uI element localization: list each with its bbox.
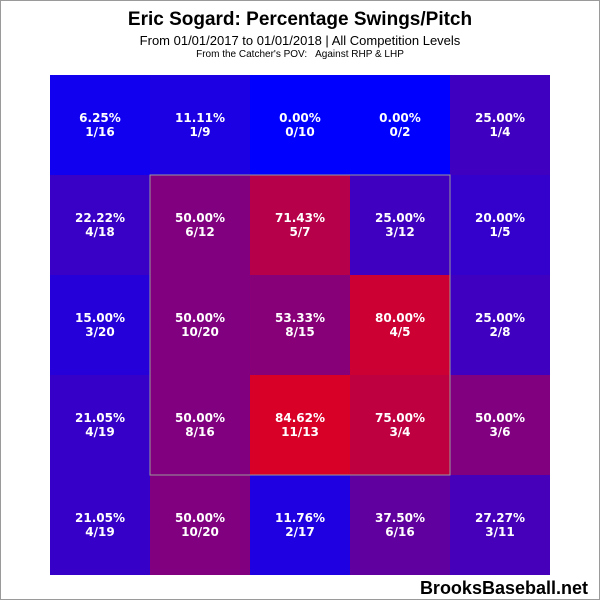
heatmap-cell-r2c4 [350, 175, 450, 275]
cell-ratio-label: 4/19 [85, 525, 114, 539]
cell-ratio-label: 1/9 [189, 125, 210, 139]
cell-percent-label: 84.62% [275, 411, 325, 425]
split-label: Against RHP & LHP [315, 49, 404, 60]
heatmap-cell-r1c4 [350, 75, 450, 175]
cell-ratio-label: 6/16 [385, 525, 414, 539]
cell-percent-label: 27.27% [475, 511, 525, 525]
heatmap-cell-r5c2 [150, 475, 250, 575]
heatmap-cell-r4c1 [50, 375, 150, 475]
cell-ratio-label: 6/12 [185, 225, 214, 239]
cell-percent-label: 25.00% [475, 311, 525, 325]
cell-percent-label: 0.00% [279, 111, 321, 125]
heatmap-cell-r4c3 [250, 375, 350, 475]
heatmap-cell-r5c4 [350, 475, 450, 575]
strike-zone-outline [149, 174, 451, 476]
cell-ratio-label: 1/16 [85, 125, 114, 139]
cell-percent-label: 71.43% [275, 211, 325, 225]
cell-ratio-label: 4/5 [389, 325, 410, 339]
chart-subtitle: From 01/01/2017 to 01/01/2018 | All Comp… [139, 33, 461, 48]
cell-percent-label: 22.22% [75, 211, 125, 225]
cell-ratio-label: 0/2 [389, 125, 410, 139]
cell-ratio-label: 4/18 [85, 225, 114, 239]
pov-line: From the Catcher's POV: Against RHP & LHP [0, 49, 600, 60]
cell-ratio-label: 5/7 [289, 225, 310, 239]
heatmap-cell-r4c2 [150, 375, 250, 475]
chart-title: Eric Sogard: Percentage Swings/Pitch [127, 9, 473, 30]
cell-percent-label: 37.50% [375, 511, 425, 525]
cell-ratio-label: 2/8 [489, 325, 510, 339]
cell-percent-label: 6.25% [79, 111, 121, 125]
heatmap-cell-r1c5 [450, 75, 550, 175]
heatmap-cell-r5c5 [450, 475, 550, 575]
cell-percent-label: 80.00% [375, 311, 425, 325]
watermark: BrooksBaseball.net [419, 578, 588, 598]
cell-percent-label: 25.00% [475, 111, 525, 125]
cell-percent-label: 50.00% [475, 411, 525, 425]
cell-percent-label: 21.05% [75, 511, 125, 525]
cell-ratio-label: 4/19 [85, 425, 114, 439]
cell-percent-label: 21.05% [75, 411, 125, 425]
cell-percent-label: 25.00% [375, 211, 425, 225]
heatmap-cell-r1c3 [250, 75, 350, 175]
cell-percent-label: 20.00% [475, 211, 525, 225]
cell-percent-label: 75.00% [375, 411, 425, 425]
heatmap-cell-r2c5 [450, 175, 550, 275]
heatmap-cell-r5c1 [50, 475, 150, 575]
cell-percent-label: 53.33% [275, 311, 325, 325]
heatmap-cell-r1c2 [150, 75, 250, 175]
heatmap-cell-r3c5 [450, 275, 550, 375]
cell-percent-label: 50.00% [175, 311, 225, 325]
cell-percent-label: 50.00% [175, 511, 225, 525]
heatmap-cell-r2c3 [250, 175, 350, 275]
cell-percent-label: 50.00% [175, 211, 225, 225]
cell-ratio-label: 11/13 [281, 425, 319, 439]
heatmap-cell-r3c4 [350, 275, 450, 375]
heatmap-cell-r4c5 [450, 375, 550, 475]
heatmap-cell-r5c3 [250, 475, 350, 575]
heatmap-cell-r3c1 [50, 275, 150, 375]
cell-ratio-label: 8/16 [185, 425, 214, 439]
cell-ratio-label: 1/5 [489, 225, 510, 239]
heatmap-cell-r2c1 [50, 175, 150, 275]
cell-ratio-label: 1/4 [489, 125, 510, 139]
cell-ratio-label: 3/20 [85, 325, 114, 339]
cell-percent-label: 11.76% [275, 511, 325, 525]
cell-ratio-label: 3/6 [489, 425, 510, 439]
heatmap-cell-r3c2 [150, 275, 250, 375]
heatmap-cell-r3c3 [250, 275, 350, 375]
heatmap-cell-r4c4 [350, 375, 450, 475]
cell-ratio-label: 10/20 [181, 525, 219, 539]
pov-label: From the Catcher's POV: [196, 49, 308, 60]
heatmap-cell-r1c1 [50, 75, 150, 175]
cell-percent-label: 15.00% [75, 311, 125, 325]
cell-percent-label: 11.11% [175, 111, 225, 125]
cell-ratio-label: 3/11 [485, 525, 514, 539]
heatmap-cell-r2c2 [150, 175, 250, 275]
cell-ratio-label: 0/10 [285, 125, 314, 139]
cell-ratio-label: 3/4 [389, 425, 410, 439]
cell-ratio-label: 10/20 [181, 325, 219, 339]
cell-percent-label: 0.00% [379, 111, 421, 125]
cell-percent-label: 50.00% [175, 411, 225, 425]
cell-ratio-label: 8/15 [285, 325, 314, 339]
cell-ratio-label: 3/12 [385, 225, 414, 239]
cell-ratio-label: 2/17 [285, 525, 314, 539]
